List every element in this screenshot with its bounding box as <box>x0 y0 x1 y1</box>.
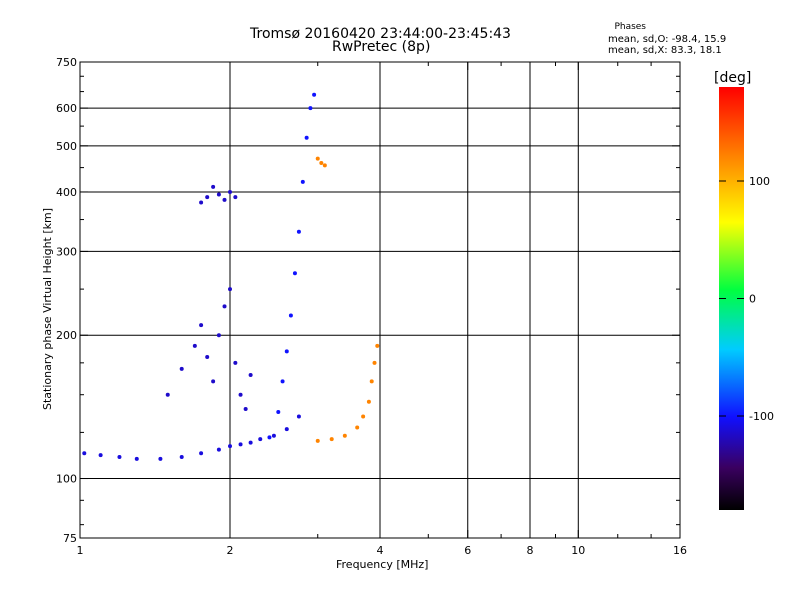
echo-point <box>165 392 170 397</box>
x-axis-label: Frequency [MHz] <box>336 558 429 571</box>
colorbar-tick-label: 100 <box>749 175 770 188</box>
echo-point <box>288 313 293 318</box>
echo-point <box>312 92 317 97</box>
chart-title: Tromsø 20160420 23:44:00-23:45:43 <box>250 26 511 42</box>
echo-point <box>233 195 238 200</box>
echo-point <box>211 184 216 189</box>
echo-point <box>211 379 216 384</box>
y-tick-label: 600 <box>56 102 77 115</box>
echo-point <box>319 161 324 166</box>
echo-point <box>98 453 103 458</box>
echo-point <box>300 179 305 184</box>
x-tick-label: 1 <box>77 544 84 557</box>
phase-o-stats: mean, sd,O: -98.4, 15.9 <box>608 34 727 45</box>
x-tick-label: 10 <box>571 544 585 557</box>
echo-point <box>271 433 276 438</box>
echo-point <box>322 163 327 168</box>
echo-point <box>329 437 334 442</box>
x-tick-label: 16 <box>673 544 687 557</box>
echo-point <box>308 106 313 111</box>
echo-point <box>228 444 232 449</box>
y-tick-label: 750 <box>56 56 77 69</box>
echo-point <box>134 456 139 461</box>
echo-point <box>248 440 253 445</box>
echo-point <box>228 287 232 292</box>
echo-point <box>216 447 221 452</box>
echo-point <box>361 414 366 419</box>
x-tick-label: 2 <box>227 544 234 557</box>
chart-subtitle: RwPretec (8p) <box>332 39 431 55</box>
echo-point <box>216 192 221 197</box>
echo-point <box>192 343 197 348</box>
echo-point <box>216 333 221 338</box>
x-tick-label: 4 <box>377 544 384 557</box>
echo-point <box>199 451 204 456</box>
x-tick-label: 6 <box>464 544 471 557</box>
echo-point <box>304 135 309 140</box>
echo-point <box>296 229 301 234</box>
echo-point <box>222 197 227 202</box>
echo-point <box>375 343 380 348</box>
echo-point <box>199 323 204 328</box>
echo-point <box>82 451 87 456</box>
y-tick-label: 500 <box>56 140 77 153</box>
echo-point <box>222 304 227 309</box>
echo-point <box>372 360 377 365</box>
echo-point <box>205 355 210 360</box>
echo-point <box>228 189 232 194</box>
phase-x-stats: mean, sd,X: 83.3, 18.1 <box>608 45 722 56</box>
echo-point <box>284 349 289 354</box>
echo-point <box>296 414 301 419</box>
echo-point <box>243 406 248 411</box>
colorbar-label: [deg] <box>714 70 752 86</box>
echo-point <box>284 427 289 432</box>
echo-point <box>276 409 281 414</box>
echo-point <box>258 437 263 442</box>
y-tick-label: 100 <box>56 473 77 486</box>
y-tick-label: 300 <box>56 245 77 258</box>
echo-point <box>248 373 253 378</box>
echo-point <box>315 156 320 161</box>
echo-point <box>366 399 371 404</box>
echo-point <box>179 454 184 459</box>
echo-point <box>179 366 184 371</box>
echo-point <box>238 442 243 447</box>
x-tick-label: 8 <box>527 544 534 557</box>
echo-point <box>267 435 272 440</box>
y-tick-label: 75 <box>63 532 77 545</box>
echo-point <box>342 433 347 438</box>
colorbar-tick-label: 0 <box>749 293 756 306</box>
echo-point <box>315 438 320 443</box>
echo-point <box>355 425 360 430</box>
echo-point <box>117 454 122 459</box>
echo-point <box>158 456 163 461</box>
y-tick-label: 400 <box>56 186 77 199</box>
echo-point <box>233 360 238 365</box>
echo-point <box>280 379 285 384</box>
y-tick-label: 200 <box>56 329 77 342</box>
echo-point <box>292 271 297 276</box>
phase-heading: Phases <box>614 22 646 32</box>
echo-point <box>369 379 374 384</box>
echo-point <box>238 392 243 397</box>
echo-point <box>199 200 204 205</box>
echo-point <box>205 195 210 200</box>
colorbar-tick-label: -100 <box>749 410 774 423</box>
